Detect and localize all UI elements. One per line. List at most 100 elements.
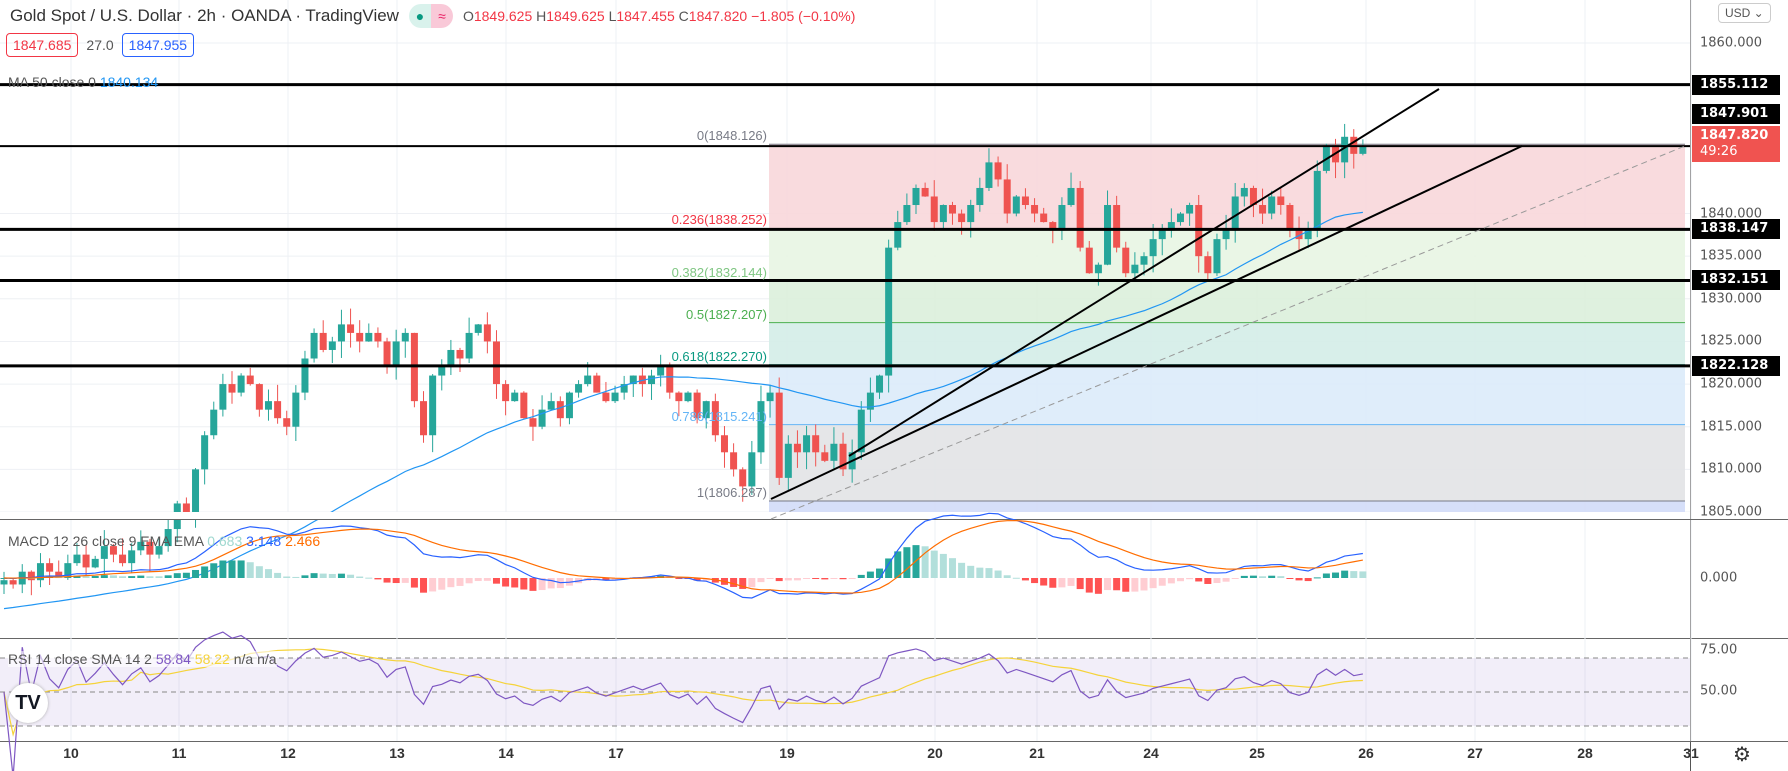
horizontal-line-price-tag[interactable]: 1822.128 — [1692, 355, 1780, 376]
macd-histogram-bar — [1113, 578, 1121, 591]
time-tick-label: 24 — [1143, 745, 1159, 761]
candle-body — [1158, 230, 1166, 240]
macd-histogram-bar — [967, 565, 975, 578]
horizontal-line-price-tag[interactable]: 1855.112 — [1692, 74, 1780, 95]
macd-histogram-bar — [1322, 573, 1330, 578]
candle-body — [82, 554, 90, 568]
macd-histogram-bar — [611, 578, 619, 580]
price-tick-label: 1860.000 — [1700, 35, 1763, 51]
time-tick-label: 21 — [1029, 745, 1045, 761]
settings-gear-icon[interactable]: ⚙ — [1733, 744, 1751, 766]
fib-zone — [769, 364, 1685, 425]
candle-body — [547, 401, 555, 410]
macd-histogram-bar — [739, 578, 747, 589]
ma-legend[interactable]: MA 50 close 0 1840.134 — [8, 74, 159, 90]
time-tick-label: 14 — [498, 745, 514, 761]
ohlc-readout: O1849.625 H1849.625 L1847.455 C1847.820 … — [462, 8, 856, 24]
candle-body — [876, 375, 884, 393]
macd-histogram-bar — [319, 573, 327, 578]
candle-body — [666, 367, 674, 393]
macd-histogram-bar — [1204, 578, 1212, 584]
macd-histogram-bar — [693, 578, 701, 581]
macd-histogram-bar — [1286, 578, 1294, 579]
horizontal-line-price-tag[interactable]: 1847.901 — [1692, 104, 1780, 124]
candle-body — [565, 392, 573, 419]
candle-body — [903, 205, 911, 223]
macd-legend[interactable]: MACD 12 26 close 9 EMA EMA 0.683 3.148 2… — [8, 533, 321, 549]
macd-histogram-bar — [1277, 576, 1285, 578]
candle-body — [292, 392, 300, 427]
candle-body — [474, 324, 482, 333]
candle-body — [483, 324, 491, 342]
macd-histogram-bar — [894, 551, 902, 578]
candle-body — [648, 375, 656, 385]
macd-histogram-bar — [1249, 575, 1257, 578]
price-tick-label: 1805.000 — [1700, 504, 1763, 520]
candle-body — [921, 187, 929, 197]
candle-body — [1231, 196, 1239, 231]
macd-histogram-bar — [748, 578, 756, 588]
candle-body — [720, 435, 728, 453]
tradingview-logo[interactable]: TV — [8, 683, 48, 723]
macd-histogram-bar — [1304, 578, 1312, 582]
candle-body — [1012, 196, 1020, 214]
macd-histogram-bar — [201, 566, 209, 578]
candle-body — [155, 546, 163, 555]
macd-histogram-bar — [1332, 572, 1340, 578]
price-tick-label: 1835.000 — [1700, 248, 1763, 264]
macd-histogram-bar — [848, 578, 856, 579]
macd-histogram-bar — [821, 578, 829, 580]
macd-histogram-bar — [1222, 578, 1230, 582]
macd-histogram-bar — [91, 575, 99, 578]
candle-body — [1295, 230, 1303, 240]
status-pill[interactable]: ● ≈ — [408, 4, 453, 28]
macd-histogram-bar — [921, 546, 929, 578]
sell-button[interactable]: 1847.685 — [6, 33, 79, 57]
candle-body — [1122, 247, 1130, 274]
candle-body — [237, 375, 245, 393]
rsi-legend[interactable]: RSI 14 close SMA 14 2 58.84 58.22 n/a n/… — [8, 651, 277, 667]
macd-histogram-bar — [246, 562, 254, 578]
macd-histogram-bar — [939, 553, 947, 578]
price-tick-label: 1840.000 — [1700, 206, 1763, 222]
macd-histogram-bar — [784, 578, 792, 581]
candle-body — [0, 580, 8, 585]
candle-body — [1049, 222, 1057, 231]
candle-body — [246, 375, 254, 385]
candle-body — [757, 401, 765, 453]
macd-histogram-bar — [876, 568, 884, 578]
macd-histogram-bar — [228, 560, 236, 578]
macd-histogram-bar — [182, 572, 190, 578]
currency-dropdown[interactable]: USD ⌄ — [1718, 3, 1771, 23]
horizontal-line-price-tag[interactable]: 1832.151 — [1692, 270, 1780, 291]
macd-histogram-bar — [374, 578, 382, 580]
macd-histogram-bar — [1122, 578, 1130, 592]
candle-body — [702, 401, 710, 419]
macd-histogram-bar — [1012, 577, 1020, 579]
macd-histogram-bar — [994, 570, 1002, 578]
macd-histogram-bar — [1341, 570, 1349, 578]
candle-body — [119, 554, 127, 564]
buy-button[interactable]: 1847.955 — [121, 33, 195, 57]
macd-histogram-bar — [757, 578, 765, 583]
candle-body — [556, 401, 564, 419]
candle-body — [1259, 205, 1267, 214]
spread: 27.0 — [86, 37, 114, 53]
candle-body — [1058, 205, 1066, 231]
macd-histogram-bar — [219, 560, 227, 578]
candle-body — [255, 384, 263, 410]
candle-body — [1131, 264, 1139, 274]
candle-body — [839, 443, 847, 470]
macd-histogram-bar — [675, 578, 683, 579]
horizontal-line-price-tag[interactable]: 1838.147 — [1692, 219, 1780, 240]
macd-histogram-bar — [237, 560, 245, 578]
candle-body — [1021, 196, 1029, 206]
candle-body — [939, 205, 947, 223]
symbol-title[interactable]: Gold Spot / U.S. Dollar · 2h · OANDA · T… — [10, 6, 399, 25]
time-tick-label: 13 — [389, 745, 405, 761]
macd-axis-label: 0.000 — [1700, 570, 1738, 586]
macd-histogram-bar — [492, 578, 500, 584]
candle-body — [684, 392, 692, 402]
macd-histogram-bar — [1231, 578, 1239, 579]
